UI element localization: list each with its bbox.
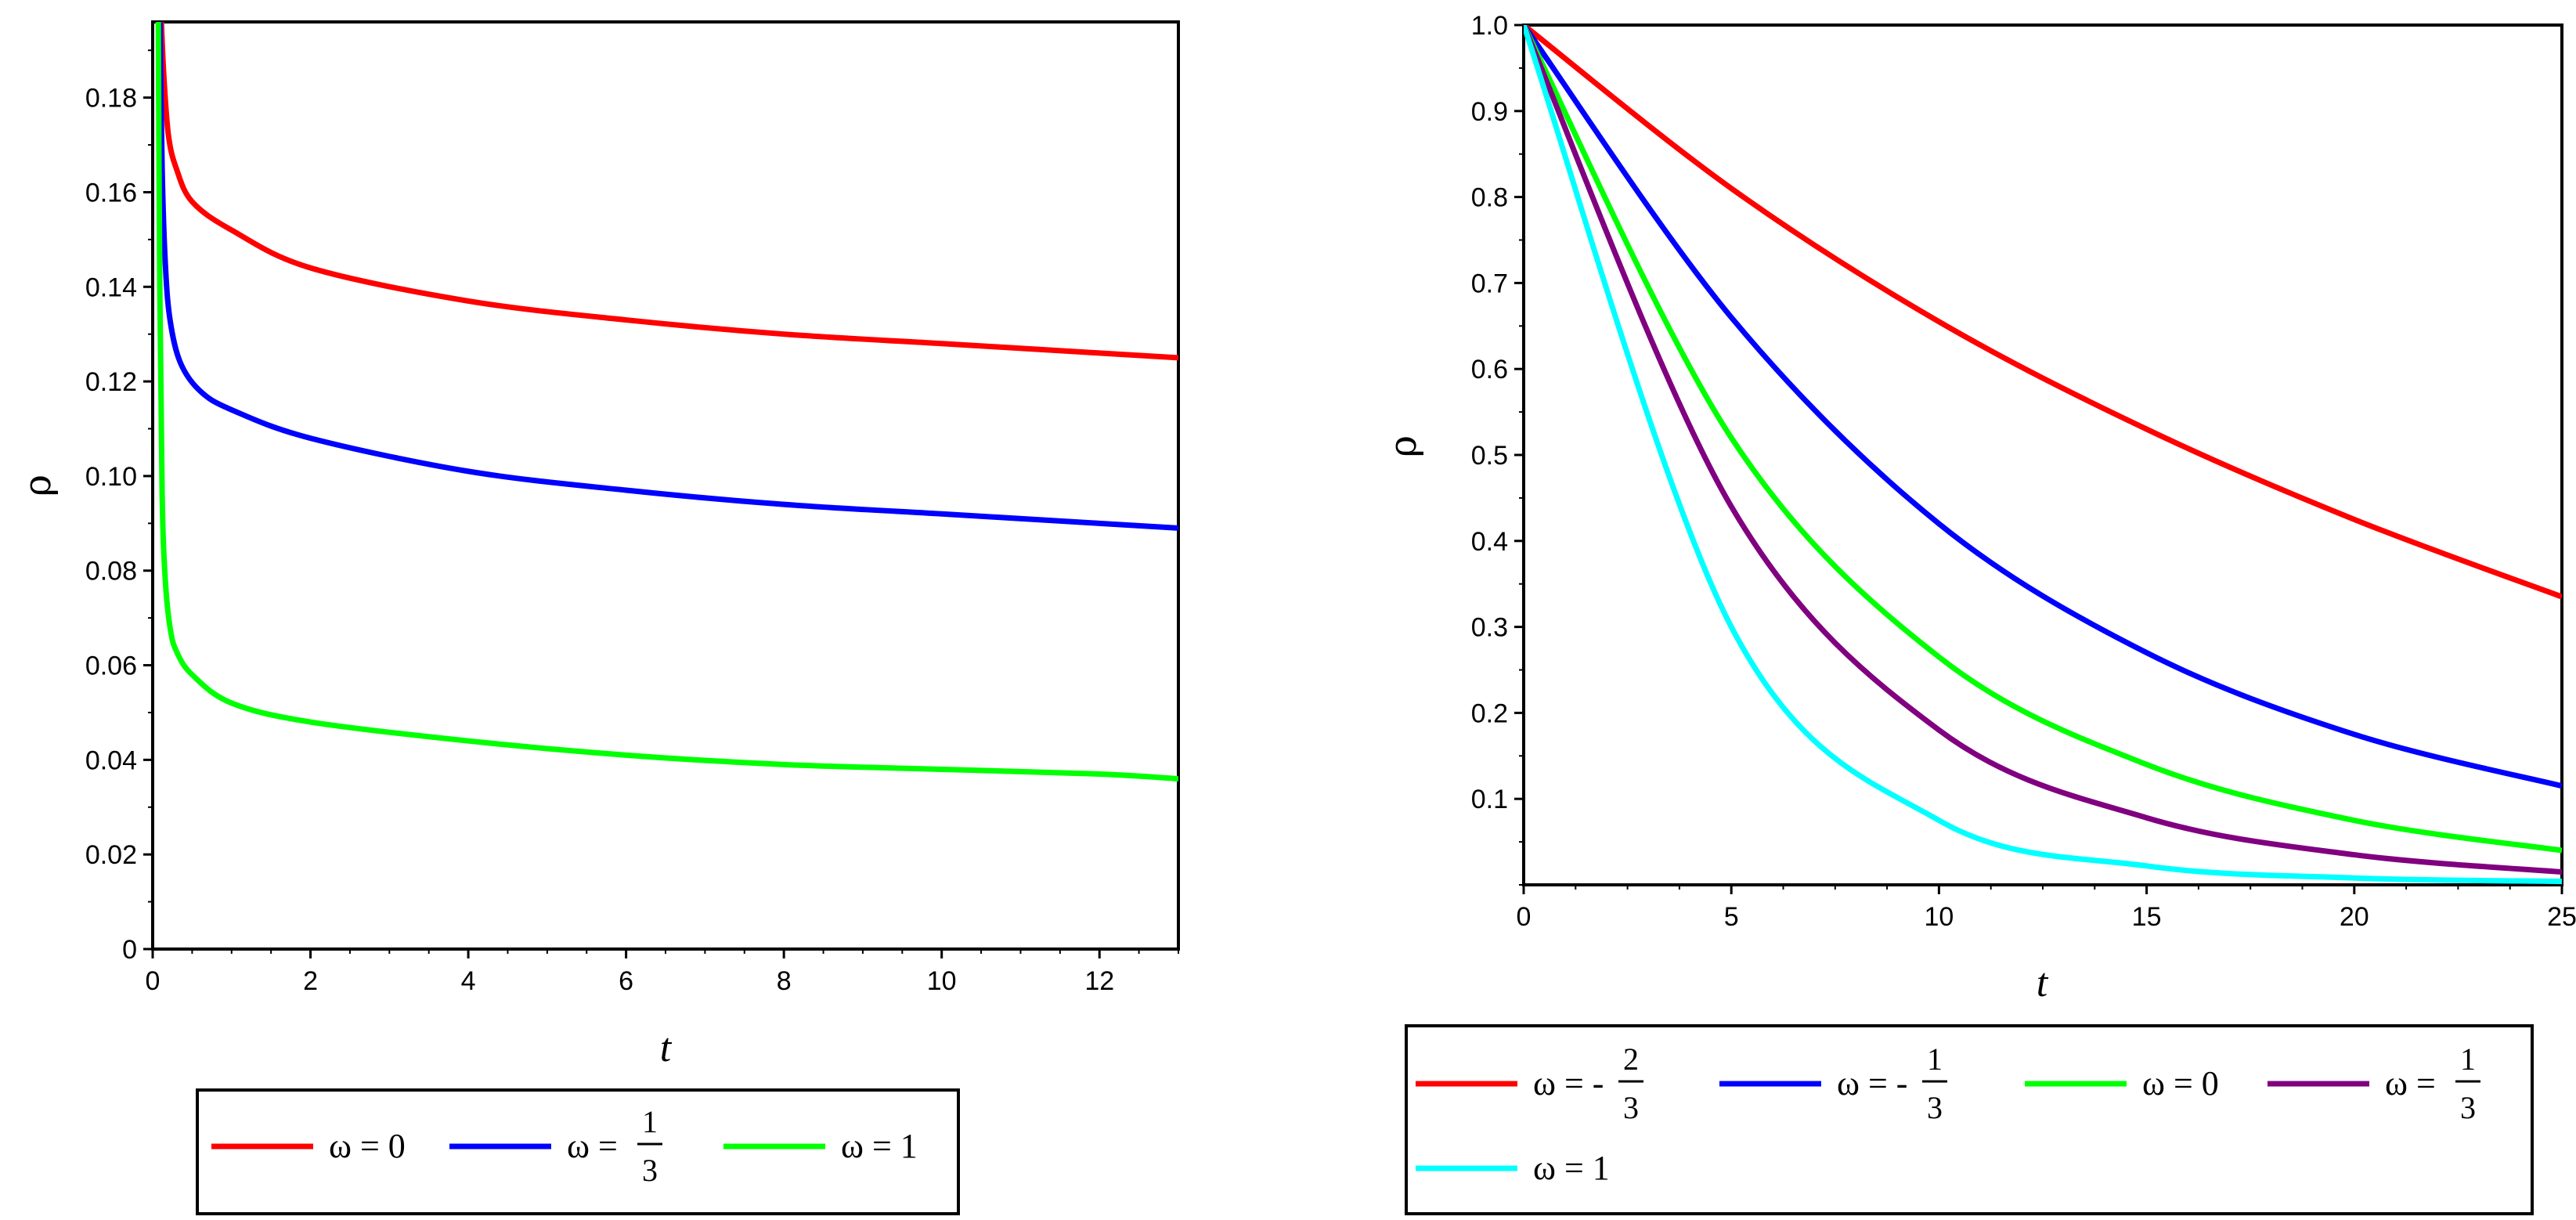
y-tick-label: 0.12 bbox=[85, 367, 137, 397]
legend-label: ω = 1 bbox=[841, 1127, 918, 1165]
y-axis-title: ρ bbox=[16, 475, 60, 496]
y-tick-label: 0.5 bbox=[1471, 441, 1508, 471]
series-line-2 bbox=[157, 22, 1178, 531]
y-tick-label: 0.9 bbox=[1471, 97, 1508, 127]
x-tick-label: 0 bbox=[146, 966, 161, 996]
x-tick-label: 0 bbox=[1517, 902, 1532, 932]
y-tick-label: 1.0 bbox=[1471, 11, 1508, 41]
legend-item-3: ω = 0 bbox=[2025, 1064, 2219, 1103]
legend-item-2: ω = 1 3 bbox=[449, 1104, 662, 1188]
x-tick-label: 15 bbox=[2132, 902, 2162, 932]
series-line-5 bbox=[1524, 25, 2562, 885]
x-tick-label: 8 bbox=[777, 966, 792, 996]
legend-fraction-denominator: 3 bbox=[2460, 1090, 2476, 1125]
legend-item-1: ω = - 2 3 bbox=[1416, 1041, 1643, 1125]
legend: ω = - 2 3 ω = - 1 3 ω = 0 ω = 1 3 ω = 1 bbox=[1405, 1024, 2534, 1215]
y-tick-label: 0.04 bbox=[85, 745, 137, 775]
x-axis-title: t bbox=[2037, 961, 2049, 1005]
legend-item-1: ω = 0 bbox=[211, 1127, 406, 1165]
x-tick-label: 4 bbox=[461, 966, 476, 996]
y-tick-label: 0.2 bbox=[1471, 698, 1508, 728]
legend-item-5: ω = 1 bbox=[1416, 1149, 1610, 1187]
legend-box bbox=[196, 1088, 960, 1215]
legend-box bbox=[1405, 1024, 2534, 1215]
x-tick-label: 5 bbox=[1724, 902, 1739, 932]
y-tick-label: 0.18 bbox=[85, 84, 137, 114]
chart-panel-2: 0 5 10 15 20 25 0.1 0.2 0.3 0.4 0.5 0.6 0.7 0.8 0.9 1.0… bbox=[1381, 11, 2576, 1215]
legend-fraction-denominator: 3 bbox=[1623, 1090, 1639, 1125]
legend-item-4: ω = 1 3 bbox=[2268, 1041, 2480, 1125]
legend-label: ω = 1 bbox=[1533, 1149, 1610, 1187]
chart-panel-1: 0 2 4 6 8 10 12 0 0.02 0.04 0.06 0.08 0.10 0.12 0.14 0.… bbox=[16, 20, 1180, 1215]
x-tick-label: 6 bbox=[619, 966, 633, 996]
y-tick-label: 0.10 bbox=[85, 462, 137, 492]
legend-label: ω = 0 bbox=[2142, 1064, 2219, 1103]
y-tick-label: 0.02 bbox=[85, 840, 137, 870]
x-tick-label: 2 bbox=[303, 966, 318, 996]
legend-fraction-numerator: 1 bbox=[642, 1104, 658, 1139]
x-tick-label: 25 bbox=[2547, 902, 2576, 932]
x-tick-label: 10 bbox=[1924, 902, 1954, 932]
y-tick-label: 0.6 bbox=[1471, 355, 1508, 384]
legend-label: ω = 0 bbox=[329, 1127, 406, 1165]
legend-fraction-denominator: 3 bbox=[642, 1153, 658, 1188]
y-tick-label: 0.1 bbox=[1471, 785, 1508, 814]
series-line-1 bbox=[1524, 25, 2562, 600]
y-tick-label: 0.16 bbox=[85, 178, 137, 208]
x-tick-label: 10 bbox=[927, 966, 957, 996]
x-axis-title: t bbox=[660, 1026, 673, 1070]
series-line-2 bbox=[1524, 25, 2562, 789]
x-tick-label: 20 bbox=[2340, 902, 2369, 932]
series-line-4 bbox=[1524, 25, 2562, 875]
y-tick-label: 0 bbox=[122, 935, 137, 965]
legend: ω = 0 ω = 1 3 ω = 1 bbox=[196, 1088, 960, 1215]
plot-frame bbox=[1522, 23, 2563, 886]
y-tick-label: 0.4 bbox=[1471, 527, 1508, 557]
legend-label: ω = - bbox=[1533, 1064, 1604, 1103]
series-line-3 bbox=[155, 22, 1178, 782]
y-tick-label: 0.08 bbox=[85, 557, 137, 587]
y-tick-label: 0.7 bbox=[1471, 269, 1508, 298]
series-line-3 bbox=[1524, 25, 2562, 854]
y-axis-title: ρ bbox=[1381, 435, 1425, 457]
legend-item-2: ω = - 1 3 bbox=[1719, 1041, 1947, 1125]
legend-fraction-denominator: 3 bbox=[1927, 1090, 1943, 1125]
legend-fraction-numerator: 1 bbox=[1927, 1041, 1943, 1077]
legend-item-3: ω = 1 bbox=[723, 1127, 918, 1165]
legend-fraction-numerator: 1 bbox=[2460, 1041, 2476, 1077]
legend-fraction-numerator: 2 bbox=[1623, 1041, 1639, 1077]
y-tick-label: 0.06 bbox=[85, 652, 137, 681]
y-tick-label: 0.8 bbox=[1471, 183, 1508, 213]
y-tick-label: 0.3 bbox=[1471, 613, 1508, 643]
legend-label: ω = bbox=[2385, 1064, 2436, 1103]
x-tick-label: 12 bbox=[1084, 966, 1114, 996]
plot-frame bbox=[151, 20, 1180, 951]
legend-label: ω = bbox=[567, 1127, 618, 1165]
legend-label: ω = - bbox=[1837, 1064, 1907, 1103]
series-line-1 bbox=[158, 22, 1178, 361]
y-tick-label: 0.14 bbox=[85, 273, 137, 302]
